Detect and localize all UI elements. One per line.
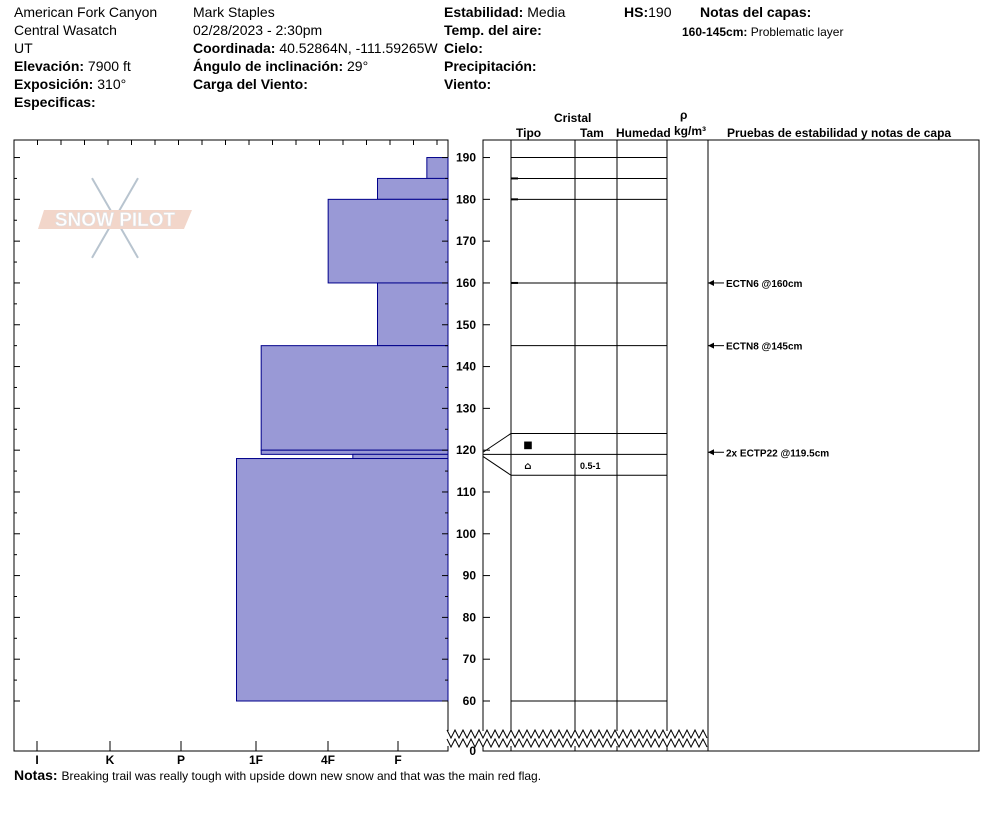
wind-load-label: Carga del Viento: [193,76,308,92]
rho-header: ρ [680,108,688,122]
range: Central Wasatch [14,22,117,38]
height-tick-label: 110 [457,485,477,499]
aspect-value: 310° [97,76,127,92]
notes: Notas: Breaking trail was really tough w… [14,767,541,784]
tests-header: Pruebas de estabilidad y notas de capa [727,126,952,140]
test-arrow-icon [708,279,714,286]
height-tick-label: 160 [456,276,476,290]
size-header: Tam [580,126,604,140]
coord-value: 40.52864N, -111.59265W [279,40,438,56]
hardness-tick-label: 4F [321,753,335,767]
hardness-layer [426,157,449,179]
hs-value: 190 [648,4,672,20]
height-tick-label: 60 [463,694,477,708]
hardness-layer [377,282,449,347]
density-header: kg/m³ [674,124,707,138]
height-tick-label: 150 [456,318,476,332]
stability-value: Media [527,4,566,20]
stability-test-label: ECTN8 @145cm [726,342,803,353]
air-temp-label: Temp. del aire: [444,22,542,38]
test-arrow-icon [708,449,714,456]
layer-note-text: Problematic layer [750,25,844,39]
aspect: Exposición: 310° [14,76,126,92]
height-tick-label: 90 [463,569,477,583]
height-tick-label: 70 [463,652,477,666]
coord-label: Coordinada: [193,40,276,56]
height-tick-label: 190 [456,151,476,165]
hardness-layer [327,198,449,284]
hardness-layer [260,449,449,455]
slope-label: Ángulo de inclinación: [193,58,344,74]
test-arrow-icon [708,342,714,349]
snowpilot-logo: SNOW PILOT [38,177,192,259]
tests-column-frame [707,139,980,752]
hardness-tick-label: P [177,753,185,767]
slope-value: 29° [347,58,369,74]
location: American Fork Canyon [14,4,158,20]
crystal-size: 0.5-1 [580,461,601,471]
moisture-header: Humedad [616,126,671,140]
axis-break-zigzag [446,737,708,749]
hardness-tick-label: F [394,753,401,767]
height-tick-label: 120 [456,443,476,457]
layer-notes-label: Notas del capas: [700,4,812,20]
height-tick-label: 140 [456,360,476,374]
height-tick-label: 170 [456,234,476,248]
height-tick-label: 0 [469,744,476,758]
height-tick-label: 100 [456,527,476,541]
slope: Ángulo de inclinación: 29° [193,58,368,74]
stability-test-label: 2x ECTP22 @119.5cm [726,448,829,459]
height-tick-label: 130 [456,401,476,415]
axis-break-zigzag [446,728,708,740]
elevation-label: Elevación: [14,58,85,74]
layer-note: 160-145cm: Problematic layer [682,24,843,40]
precip-label: Precipitación: [444,58,537,74]
hs: HS:190 [624,4,671,20]
elevation-value: 7900 ft [87,58,131,74]
stability-test-label: ECTN6 @160cm [726,279,803,290]
hs-label: HS: [624,4,649,20]
datetime: 02/28/2023 - 2:30pm [193,22,323,38]
hardness-layer [352,453,449,460]
state: UT [14,40,33,56]
type-header: Tipo [516,126,542,140]
notes-label: Notas: [14,767,58,783]
crystal-type-symbol: ⌂ [524,461,531,472]
coordinates: Coordinada: 40.52864N, -111.59265W [193,40,438,56]
stability-label: Estabilidad: [444,4,524,20]
hardness-layer [260,345,449,451]
elevation: Elevación: 7900 ft [14,58,131,74]
hardness-layer [236,458,449,702]
aspect-label: Exposición: [14,76,94,92]
sky-label: Cielo: [444,40,483,56]
snowpilot-logo-text: SNOW PILOT [55,210,176,231]
hardness-tick-label: K [106,753,115,767]
observer: Mark Staples [193,4,275,20]
height-tick-label: 180 [456,192,476,206]
crystal-table-frame [482,139,709,752]
wind-label: Viento: [444,76,492,92]
hardness-tick-label: 1F [249,753,263,767]
connector-line [482,456,512,476]
height-tick-label: 80 [463,610,477,624]
specifics-label: Especificas: [14,94,96,110]
hardness-tick-label: I [35,753,38,767]
notes-text: Breaking trail was really tough with ups… [61,769,542,783]
hardness-layer [377,177,449,200]
connector-line [482,433,512,453]
crystal-header: Cristal [554,111,592,125]
layer-note-range: 160-145cm: [682,25,748,39]
crystal-type-symbol: ■ [523,440,532,451]
stability: Estabilidad: Media [444,4,565,20]
